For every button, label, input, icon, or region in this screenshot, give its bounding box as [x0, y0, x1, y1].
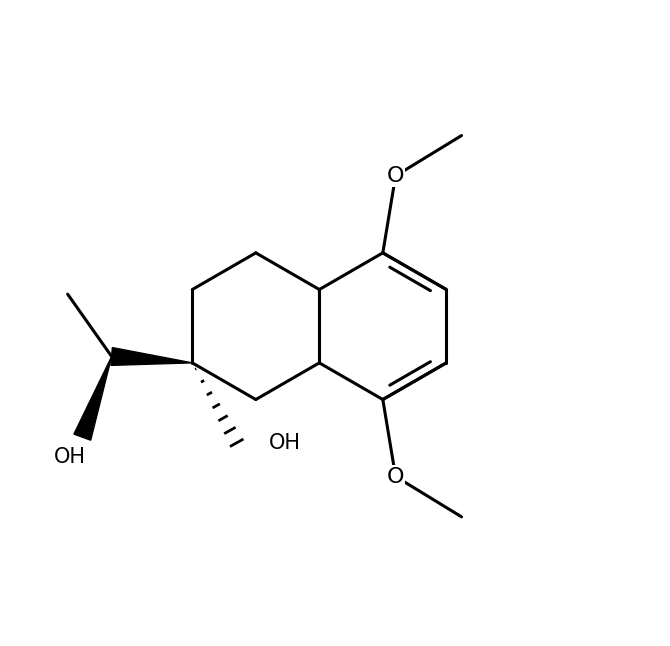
- Text: OH: OH: [269, 433, 301, 453]
- Polygon shape: [74, 357, 112, 440]
- Text: O: O: [387, 466, 404, 486]
- Text: O: O: [387, 166, 404, 186]
- Polygon shape: [111, 348, 192, 366]
- Text: OH: OH: [54, 446, 86, 466]
